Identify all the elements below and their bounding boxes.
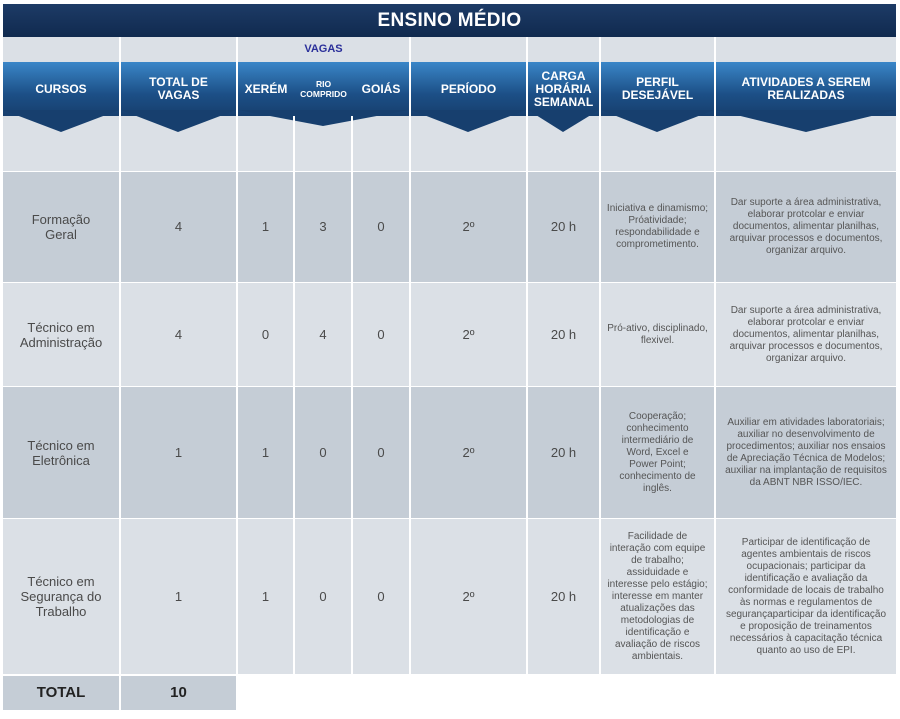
row-rio: 4 (319, 326, 327, 342)
row-xerem: 0 (261, 326, 270, 342)
table-row (3, 387, 896, 518)
column-divider (599, 37, 601, 674)
row-carga: 20 h (550, 588, 577, 604)
row-total: 4 (174, 326, 183, 342)
row-carga: 20 h (550, 444, 577, 460)
column-divider (526, 37, 528, 674)
row-carga: 20 h (550, 326, 577, 342)
column-divider (119, 37, 121, 674)
row-curso: Técnico em Segurança do Trabalho (20, 574, 102, 619)
chevron-perfil (601, 110, 714, 132)
row-curso: Formação Geral (31, 212, 91, 242)
column-divider (409, 37, 411, 674)
row-atividades: Auxiliar em atividades laboratoriais; au… (725, 416, 887, 488)
row-xerem: 1 (261, 219, 270, 234)
total-label: TOTAL (3, 676, 119, 710)
chevron-periodo (411, 110, 526, 132)
row-perfil: Pró-ativo, disciplinado, flexivel. (607, 322, 708, 346)
row-total: 1 (174, 444, 183, 460)
row-total: 1 (174, 588, 183, 604)
row-rio: 3 (319, 219, 327, 234)
chevron-atividades (716, 110, 896, 132)
row-carga: 20 h (550, 219, 577, 234)
header-chevrons (3, 110, 896, 132)
row-goias: 0 (377, 588, 385, 604)
table-row (3, 519, 896, 674)
row-periodo: 2º (462, 219, 475, 234)
row-perfil: Cooperação; conhecimento intermediário d… (619, 410, 696, 494)
row-total: 4 (174, 219, 183, 234)
column-divider (236, 37, 238, 674)
header-carga: CARGA HORÁRIA SEMANAL (533, 68, 594, 109)
column-divider (351, 116, 353, 674)
table-title: ENSINO MÉDIO (3, 4, 896, 37)
row-atividades: Dar suporte a área administrativa, elabo… (729, 304, 883, 364)
row-goias: 0 (377, 444, 385, 460)
header-goias: GOIÁS (361, 81, 401, 96)
row-periodo: 2º (462, 326, 475, 342)
row-atividades: Dar suporte a área administrativa, elabo… (729, 197, 883, 256)
header-atividades: ATIVIDADES A SEREM REALIZADAS (741, 75, 871, 102)
header-xerem: XERÉM (244, 81, 288, 96)
row-periodo: 2º (462, 444, 475, 460)
chevron-campus (238, 110, 409, 126)
row-xerem: 1 (261, 588, 270, 604)
header-cursos: CURSOS (35, 81, 87, 96)
header-rio-comprido: RIO COMPRIDO (300, 79, 347, 99)
table-row (3, 172, 896, 282)
column-divider (293, 116, 295, 674)
row-goias: 0 (377, 326, 385, 342)
row-perfil: Iniciativa e dinamismo; Próatividade; re… (606, 203, 709, 250)
row-curso: Técnico em Administração (19, 319, 103, 350)
chevron-carga (528, 110, 599, 132)
header-periodo: PERÍODO (440, 81, 497, 96)
row-xerem: 1 (261, 444, 270, 460)
header-total: TOTAL DE VAGAS (149, 75, 208, 102)
row-atividades: Participar de identificação de agentes a… (725, 536, 887, 656)
row-curso: Técnico em Eletrônica (27, 437, 95, 468)
row-periodo: 2º (462, 588, 475, 604)
header-perfil: PERFIL DESEJÁVEL (621, 75, 694, 102)
column-divider (714, 37, 716, 674)
chevron-total (121, 110, 236, 132)
row-rio: 0 (319, 444, 327, 460)
header-band (3, 62, 896, 116)
table-row (3, 283, 896, 386)
row-perfil: Facilidade de interação com equipe de tr… (607, 530, 708, 662)
vagas-group-label: VAGAS (304, 43, 343, 55)
row-goias: 0 (377, 219, 385, 234)
chevron-cursos (3, 110, 119, 132)
header-bottom-strip (3, 116, 896, 171)
total-value: 10 (121, 676, 236, 710)
row-rio: 0 (319, 588, 327, 604)
header-top-strip (3, 37, 896, 62)
